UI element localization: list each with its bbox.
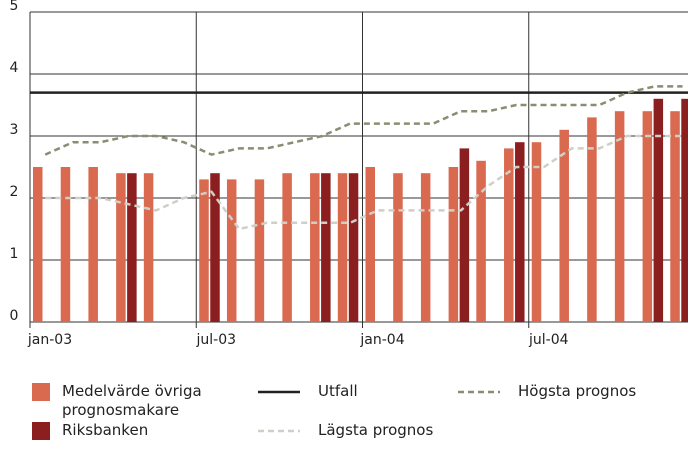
- bar: [531, 142, 542, 322]
- bar: [321, 173, 331, 322]
- line-3: [45, 134, 683, 231]
- bar: [614, 111, 625, 322]
- bar: [116, 173, 126, 322]
- y-tick-label: 2: [10, 184, 19, 200]
- legend-label: Högsta prognos: [518, 382, 637, 400]
- bar: [33, 167, 43, 322]
- y-tick-label: 5: [10, 0, 19, 14]
- x-tick-label: jul-03: [195, 332, 236, 348]
- bar: [60, 167, 71, 322]
- bar: [365, 167, 375, 322]
- bar: [210, 173, 220, 322]
- bar: [476, 160, 486, 322]
- legend-label: Medelvärde övriga prognosmakare: [62, 382, 202, 419]
- bar: [504, 148, 514, 322]
- legend-label: Riksbanken: [62, 421, 149, 439]
- bar: [282, 173, 292, 322]
- bar: [420, 173, 431, 322]
- bar: [254, 179, 265, 322]
- y-tick-label: 1: [10, 246, 19, 262]
- legend-swatch: [32, 422, 50, 440]
- bar: [559, 129, 569, 322]
- legend-label: Lägsta prognos: [318, 421, 434, 439]
- bar: [226, 179, 237, 322]
- bar: [642, 111, 653, 322]
- legend-swatch: [32, 383, 50, 401]
- bar: [670, 111, 680, 322]
- bar: [88, 167, 98, 322]
- y-tick-label: 4: [10, 60, 19, 76]
- x-tick-label: jul-04: [528, 332, 569, 348]
- line-4: [44, 85, 683, 156]
- bar: [448, 167, 459, 322]
- bar: [393, 173, 403, 322]
- bar: [459, 148, 470, 322]
- y-tick-label: 3: [10, 122, 19, 138]
- x-tick-label: jan-03: [27, 332, 72, 348]
- bar: [143, 173, 154, 322]
- legend-label: Utfall: [318, 382, 358, 400]
- bar: [337, 173, 348, 322]
- bar: [587, 117, 597, 323]
- bar: [199, 179, 209, 322]
- bar: [348, 173, 359, 322]
- x-tick-label: jan-04: [359, 332, 404, 348]
- bar: [653, 98, 664, 322]
- bar: [515, 142, 525, 322]
- bar: [681, 98, 688, 322]
- bar: [310, 173, 320, 322]
- y-tick-label: 0: [10, 308, 19, 324]
- bar: [127, 173, 137, 322]
